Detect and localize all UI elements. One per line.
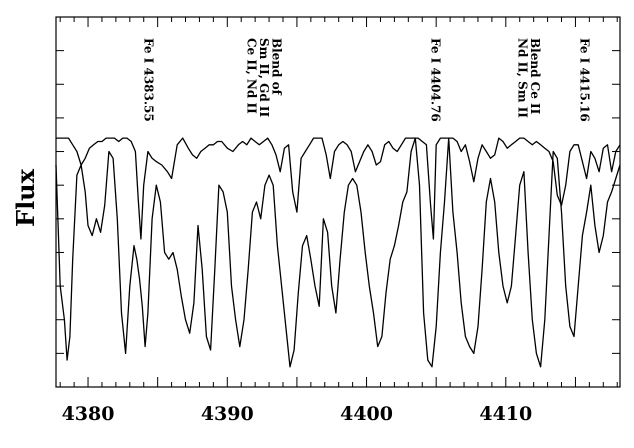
line-annotation: Blend of — [270, 38, 284, 96]
x-tick-label: 4380 — [62, 403, 115, 425]
spectrum-series-2 — [55, 137, 621, 368]
series-layer — [55, 137, 621, 368]
line-annotation: Fe I 4383.55 — [141, 38, 155, 122]
line-annotation: Fe I 4415.16 — [577, 38, 591, 122]
axis-ticks — [56, 16, 620, 388]
line-annotation: Ce II, Nd II — [245, 38, 259, 114]
spectrum-series-1 — [56, 137, 621, 240]
line-annotation: Fe I 4404.76 — [428, 38, 442, 122]
plot-frame — [55, 16, 621, 388]
x-tick-label: 4400 — [340, 403, 393, 425]
y-axis-label: Flux — [11, 168, 40, 227]
x-tick-label: 4390 — [201, 403, 254, 425]
line-annotation: Nd II, Sm II — [515, 38, 529, 118]
x-tick-label: 4410 — [479, 403, 532, 425]
line-annotation: Sm II, Gd II — [257, 38, 271, 118]
x-tick-labels: 4380 4390 4400 4410 — [62, 403, 533, 425]
line-annotation: Blend Ce II — [528, 38, 542, 115]
